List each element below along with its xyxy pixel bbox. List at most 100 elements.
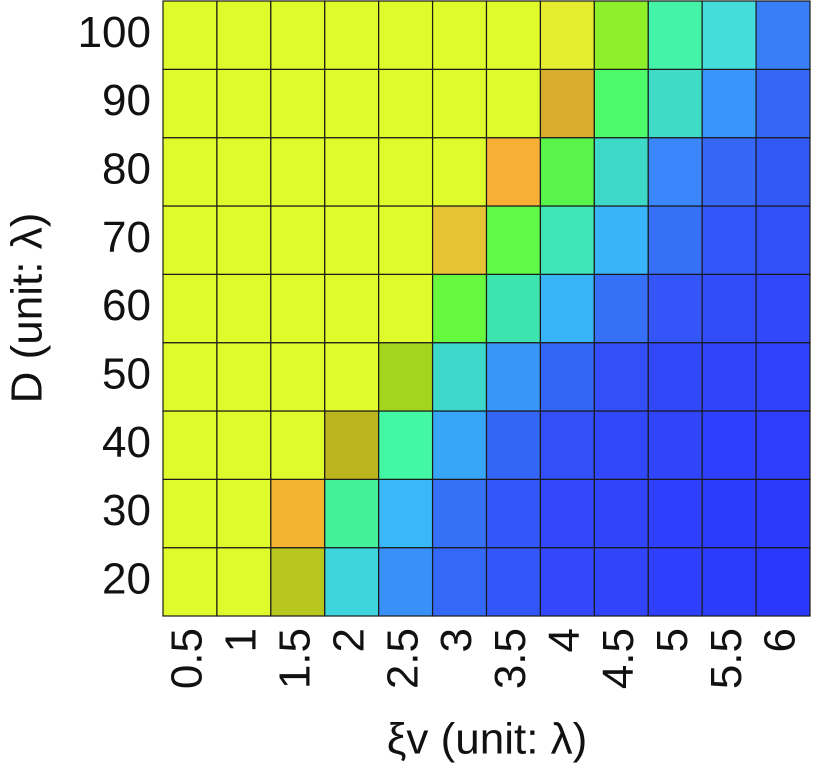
heatmap-cell [431, 273, 488, 344]
heatmap-cell [701, 410, 757, 480]
x-tick-label: 4.5 [594, 628, 643, 689]
x-tick-label: 5.5 [702, 628, 751, 689]
heatmap-cell [755, 410, 811, 480]
heatmap-cell [593, 68, 649, 139]
heatmap-cell [647, 0, 703, 70]
heatmap-cell [647, 342, 703, 412]
heatmap-cell [485, 273, 542, 344]
heatmap-cell [431, 0, 488, 70]
heatmap-cell [270, 342, 326, 412]
heatmap-cell [162, 547, 218, 617]
heatmap-cell [324, 0, 380, 70]
heatmap-cell [755, 205, 811, 275]
heatmap-cell [755, 137, 811, 207]
heatmap-cell [324, 137, 380, 207]
heatmap-cell [378, 342, 434, 412]
heatmap-cell [324, 68, 380, 139]
heatmap-cell [270, 478, 326, 549]
heatmap-cell [431, 547, 488, 617]
heatmap-cell [755, 478, 811, 549]
heatmap-cell [216, 478, 272, 549]
heatmap-cell [378, 410, 434, 480]
heatmap-cell [647, 205, 703, 275]
heatmap-cell [162, 410, 218, 480]
x-tick-label: 4 [540, 628, 589, 652]
heatmap-cell [485, 478, 542, 549]
heatmap-cell [593, 410, 649, 480]
y-tick-label: 70 [102, 213, 151, 262]
heatmap-cell [216, 342, 272, 412]
heatmap-cell [755, 273, 811, 344]
heatmap-cell [431, 478, 488, 549]
heatmap-cell [378, 68, 434, 139]
heatmap-cell [485, 137, 542, 207]
heatmap-cell [593, 273, 649, 344]
heatmap-cell [216, 273, 272, 344]
heatmap-cell [701, 547, 757, 617]
heatmap-cell [216, 137, 272, 207]
heatmap-cell [593, 0, 649, 70]
heatmap-cell [593, 342, 649, 412]
heatmap-cell [485, 547, 542, 617]
heatmap-cell [755, 547, 811, 617]
heatmap-cell [431, 68, 488, 139]
heatmap-cell [162, 205, 218, 275]
x-tick-label: 3 [432, 628, 481, 652]
heatmap-cell [539, 410, 595, 480]
heatmap-cell [701, 478, 757, 549]
heatmap-cell [431, 137, 488, 207]
heatmap-cell [270, 137, 326, 207]
heatmap-cell [593, 205, 649, 275]
heatmap-cell [485, 205, 542, 275]
heatmap-cell [324, 410, 380, 480]
heatmap-cell [701, 0, 757, 70]
heatmap-cell [539, 68, 595, 139]
heatmap-cell [539, 478, 595, 549]
heatmap-cell [485, 68, 542, 139]
x-tick-label: 3.5 [486, 628, 535, 689]
heatmap-cell [162, 0, 218, 70]
heatmap-cell [485, 410, 542, 480]
heatmap-cell [485, 342, 542, 412]
heatmap-cell [539, 205, 595, 275]
heatmap-cell [324, 342, 380, 412]
heatmap-cell [162, 137, 218, 207]
heatmap-cell [216, 0, 272, 70]
heatmap-cell [755, 0, 811, 70]
heatmap-cell [701, 205, 757, 275]
y-tick-label: 60 [102, 281, 151, 330]
heatmap-cell [378, 273, 434, 344]
x-tick-label: 1.5 [270, 628, 319, 689]
heatmap-cell [593, 137, 649, 207]
heatmap-cell [647, 547, 703, 617]
heatmap-cell [162, 273, 218, 344]
heatmap-cell [270, 68, 326, 139]
heatmap-cell [162, 68, 218, 139]
heatmap-cell [593, 547, 649, 617]
heatmap-cell [701, 137, 757, 207]
heatmap-cell [378, 137, 434, 207]
x-tick-label: 6 [756, 628, 805, 652]
heatmap-cell [216, 205, 272, 275]
x-tick-label: 0.5 [163, 628, 212, 689]
heatmap-cell [431, 342, 488, 412]
heatmap-cell [647, 478, 703, 549]
heatmap-cell [701, 273, 757, 344]
y-tick-label: 50 [102, 349, 151, 398]
x-tick-label: 1 [217, 628, 266, 652]
y-tick-label: 20 [102, 554, 151, 603]
heatmap-cell [270, 547, 326, 617]
heatmap-cell [378, 478, 434, 549]
heatmap-cell [755, 342, 811, 412]
heatmap-cell [647, 137, 703, 207]
heatmap-cell [431, 205, 488, 275]
heatmap-cell [270, 273, 326, 344]
heatmap-cell [539, 137, 595, 207]
x-tick-label: 5 [648, 628, 697, 652]
y-tick-label: 80 [102, 144, 151, 193]
heatmap-cell [539, 342, 595, 412]
y-tick-label: 90 [102, 76, 151, 125]
heatmap-cell [485, 0, 542, 70]
heatmap-cell [162, 478, 218, 549]
